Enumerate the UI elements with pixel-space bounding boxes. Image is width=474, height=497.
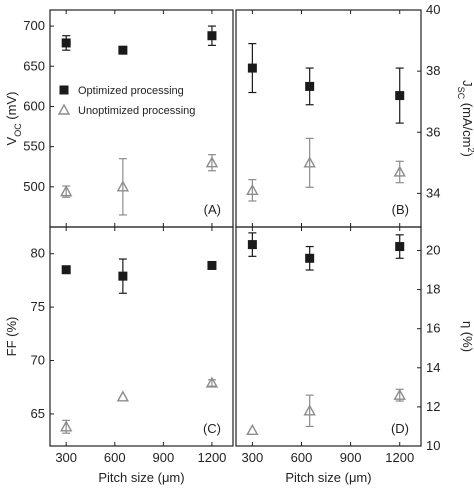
y-tick-label: 10 xyxy=(426,438,440,453)
y-axis-title: JSC (mA/cm2) xyxy=(456,80,474,157)
legend-marker-unoptimized xyxy=(57,103,71,115)
data-point-optimized xyxy=(395,91,405,101)
y-tick-label: 75 xyxy=(31,299,45,314)
y-axis-title: η (%) xyxy=(460,321,474,352)
panel-label: (C) xyxy=(203,421,221,436)
y-tick-label: 70 xyxy=(31,353,45,368)
x-tick-label: 600 xyxy=(104,450,126,465)
legend-label-optimized: Optimized processing xyxy=(78,85,184,97)
data-point-optimized xyxy=(247,240,257,250)
x-tick-label: 1200 xyxy=(385,450,414,465)
x-tick-label: 900 xyxy=(153,450,175,465)
y-axis-title: VOC (mV) xyxy=(4,92,23,146)
y-axis-title: FF (%) xyxy=(4,317,19,357)
data-point-optimized xyxy=(118,45,128,55)
y-tick-label: 18 xyxy=(426,282,440,297)
data-point-unoptimized xyxy=(116,390,130,402)
x-tick-label: 900 xyxy=(340,450,362,465)
y-tick-label: 40 xyxy=(426,2,440,17)
data-point-unoptimized xyxy=(303,404,316,416)
data-point-unoptimized xyxy=(116,180,130,192)
x-axis-title: Pitch size (μm) xyxy=(285,470,371,485)
y-axis-title-main: V xyxy=(4,136,19,145)
y-axis-title-end: ) xyxy=(460,153,474,157)
panel-c: 65 70 75 80 300 600 900 1200 Pitch size (μm) FF (… xyxy=(4,226,234,485)
panel-a: 500 550 600 650 700 VOC (mV) (A) Optimized proc… xyxy=(4,9,234,228)
x-tick-label: 300 xyxy=(242,450,264,465)
x-tick-label: 1200 xyxy=(197,450,226,465)
y-tick-label: 12 xyxy=(426,399,440,414)
data-point-unoptimized xyxy=(246,423,259,436)
data-point-optimized xyxy=(305,253,315,263)
data-point-optimized xyxy=(247,63,257,73)
panel-b: 34 36 38 40 JSC (mA/cm2) (B) xyxy=(235,2,474,228)
legend-label-unoptimized: Unoptimized processing xyxy=(78,105,195,117)
y-tick-label: 600 xyxy=(23,98,45,113)
y-tick-label: 20 xyxy=(426,242,440,257)
y-tick-label: 80 xyxy=(31,246,45,261)
data-point-optimized xyxy=(305,81,315,91)
x-tick-label: 300 xyxy=(55,450,77,465)
panel-label: (D) xyxy=(391,421,409,436)
y-tick-label: 650 xyxy=(23,58,45,73)
legend: Optimized processing Unoptimized processi… xyxy=(57,85,195,117)
data-point-unoptimized xyxy=(303,156,316,168)
y-tick-label: 500 xyxy=(23,179,45,194)
data-point-optimized xyxy=(207,31,217,41)
panel-label: (A) xyxy=(204,202,221,217)
panel-frame xyxy=(235,226,422,447)
y-axis-title-subscript: OC xyxy=(13,123,23,137)
x-axis-title: Pitch size (μm) xyxy=(98,470,184,485)
data-point-optimized xyxy=(61,265,71,275)
panel-d: 10 12 14 16 18 20 300 600 900 1200 Pitch size (μm)… xyxy=(235,226,474,485)
data-point-optimized xyxy=(118,271,128,281)
data-point-unoptimized xyxy=(246,183,259,196)
y-axis-title-subscript: SC xyxy=(456,87,466,100)
panel-frame xyxy=(235,9,422,228)
data-point-unoptimized xyxy=(60,185,73,197)
y-tick-label: 34 xyxy=(426,185,440,200)
legend-marker-optimized xyxy=(59,85,69,95)
data-point-optimized xyxy=(395,242,405,252)
y-axis-title-main: η (%) xyxy=(460,321,474,352)
y-tick-label: 700 xyxy=(23,18,45,33)
y-axis-title-unit: (mA/cm xyxy=(460,99,474,147)
panel-frame xyxy=(49,9,234,228)
x-tick-label: 600 xyxy=(291,450,313,465)
panel-label: (B) xyxy=(392,202,409,217)
data-point-unoptimized xyxy=(393,388,406,400)
panel-frame xyxy=(49,226,234,447)
data-point-unoptimized xyxy=(60,420,73,432)
data-point-unoptimized xyxy=(205,376,219,388)
y-tick-label: 16 xyxy=(426,321,440,336)
data-point-unoptimized xyxy=(205,156,219,168)
y-axis-title-main: FF (%) xyxy=(4,317,19,357)
y-tick-label: 14 xyxy=(426,360,440,375)
y-tick-label: 36 xyxy=(426,124,440,139)
y-axis-title-superscript: 2 xyxy=(466,148,474,153)
data-point-optimized xyxy=(61,38,71,48)
y-tick-label: 65 xyxy=(31,406,45,421)
data-point-optimized xyxy=(207,260,217,270)
y-tick-label: 550 xyxy=(23,139,45,154)
y-tick-label: 38 xyxy=(426,63,440,78)
y-axis-title-unit: (mV) xyxy=(4,92,19,124)
y-axis-title-main: J xyxy=(460,80,474,87)
data-point-unoptimized xyxy=(393,165,406,177)
